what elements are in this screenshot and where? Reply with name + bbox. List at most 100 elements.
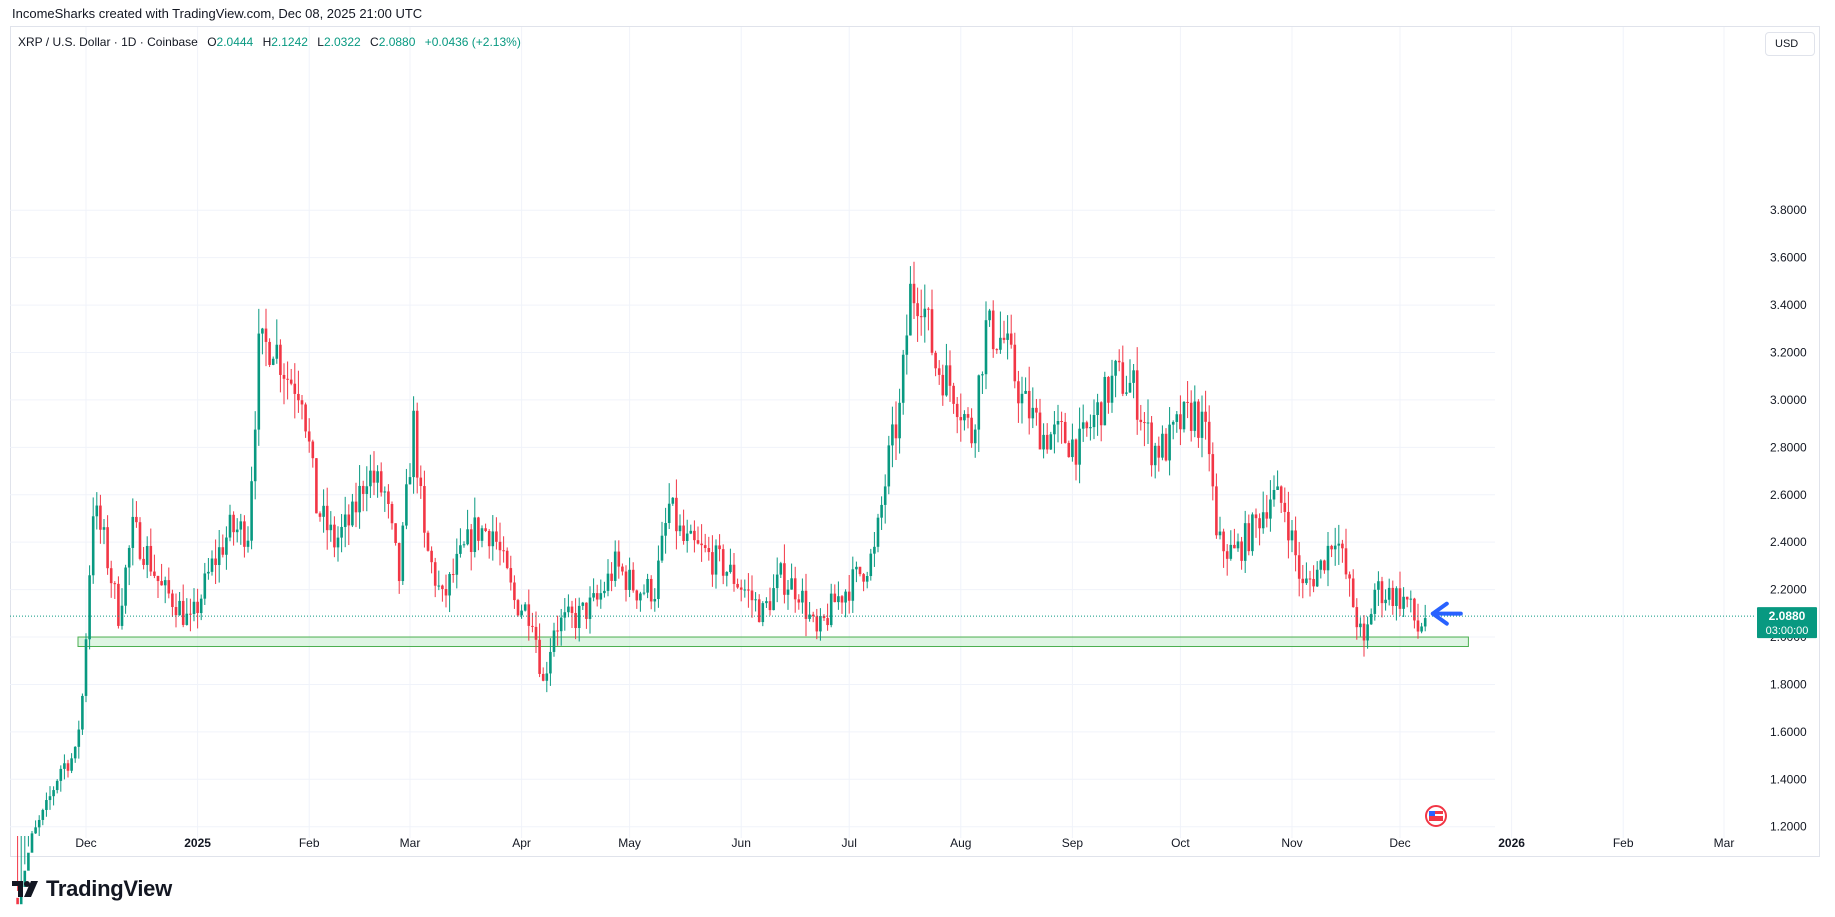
candle-body	[358, 485, 361, 513]
candle	[437, 570, 441, 591]
candle-body	[563, 612, 567, 618]
candle-body	[1006, 333, 1009, 340]
candle	[1362, 615, 1366, 657]
candle	[1405, 596, 1409, 608]
candle-body	[703, 545, 707, 549]
candle	[455, 538, 459, 589]
candle	[513, 575, 516, 609]
candle-body	[199, 598, 203, 614]
candle	[711, 535, 714, 587]
candle-body	[977, 375, 981, 430]
candle-body	[1391, 587, 1395, 606]
candle	[239, 513, 243, 545]
candle	[1150, 416, 1153, 477]
candle-body	[1135, 370, 1139, 420]
candle	[714, 539, 718, 589]
candle-body	[1420, 626, 1423, 632]
candle	[257, 308, 261, 446]
candle	[235, 518, 239, 543]
candle	[610, 562, 613, 592]
candle-body	[700, 543, 703, 546]
candle-body	[426, 532, 430, 551]
candle	[383, 486, 387, 512]
candle-body	[300, 400, 304, 405]
candle-body	[207, 571, 210, 574]
candle-body	[1089, 427, 1092, 429]
candle-body	[1326, 545, 1330, 571]
candle	[1006, 315, 1009, 360]
tradingview-branding[interactable]: TradingView	[12, 876, 172, 902]
candle-body	[1107, 376, 1110, 403]
candle-body	[311, 441, 315, 459]
candle-body	[1287, 511, 1290, 541]
candle-body	[747, 589, 750, 591]
candle	[876, 513, 880, 553]
candle	[1380, 576, 1384, 618]
candle	[261, 327, 264, 355]
time-tick-label: Feb	[1613, 836, 1634, 850]
candle-body	[383, 491, 387, 493]
candle-body	[304, 404, 307, 432]
candle	[869, 548, 873, 581]
candle	[1297, 541, 1301, 597]
candle	[268, 338, 271, 368]
candle	[534, 611, 538, 653]
candle-body	[1042, 434, 1045, 450]
candle	[207, 557, 210, 580]
candle	[1222, 528, 1225, 568]
price-badge-countdown: 03:00:00	[1766, 625, 1809, 637]
candle	[196, 588, 199, 629]
candle-body	[1099, 402, 1103, 426]
candle	[916, 287, 919, 342]
candle	[1229, 530, 1233, 561]
candle-body	[1297, 555, 1301, 579]
candle	[232, 511, 235, 546]
candle	[149, 528, 153, 576]
candle	[919, 289, 923, 336]
candle	[1161, 425, 1164, 461]
candle	[995, 348, 999, 354]
candle	[451, 558, 455, 583]
candle-body	[55, 780, 59, 791]
low-value: 2.0322	[323, 35, 361, 49]
candle	[624, 565, 628, 602]
open-key: O	[207, 35, 217, 49]
candle-body	[527, 604, 531, 626]
candle	[1305, 562, 1308, 585]
candle-body	[1128, 382, 1132, 393]
candle-body	[718, 545, 721, 550]
candle	[1341, 539, 1344, 563]
candle	[865, 571, 869, 589]
candle	[178, 592, 181, 616]
candle-body	[286, 378, 289, 380]
candle-body	[923, 308, 927, 318]
candle-body	[430, 550, 433, 563]
candle-body	[347, 514, 351, 526]
candle	[1233, 528, 1236, 549]
candle-body	[1305, 578, 1308, 584]
price-tick-label: 1.4000	[1770, 772, 1807, 786]
currency-button[interactable]: USD	[1765, 32, 1815, 56]
candle-body	[459, 545, 462, 554]
candle-body	[649, 578, 653, 602]
candle-body	[1121, 362, 1125, 394]
candle-body	[343, 514, 347, 527]
candle-body	[732, 564, 736, 584]
symbol-title[interactable]: XRP / U.S. Dollar · 1D · Coinbase	[18, 35, 198, 49]
candle-body	[340, 526, 343, 538]
candle	[1409, 590, 1413, 613]
candle	[1189, 390, 1193, 442]
candle-body	[966, 414, 970, 418]
candle-body	[351, 501, 354, 526]
candle-body	[275, 344, 279, 359]
candle	[361, 480, 365, 512]
candle	[847, 575, 851, 614]
candle	[354, 482, 358, 528]
candle-body	[221, 547, 225, 555]
candle	[55, 779, 59, 794]
candle	[1218, 516, 1222, 540]
candle	[1312, 565, 1315, 593]
candle-body	[293, 383, 297, 394]
candle	[113, 581, 117, 599]
